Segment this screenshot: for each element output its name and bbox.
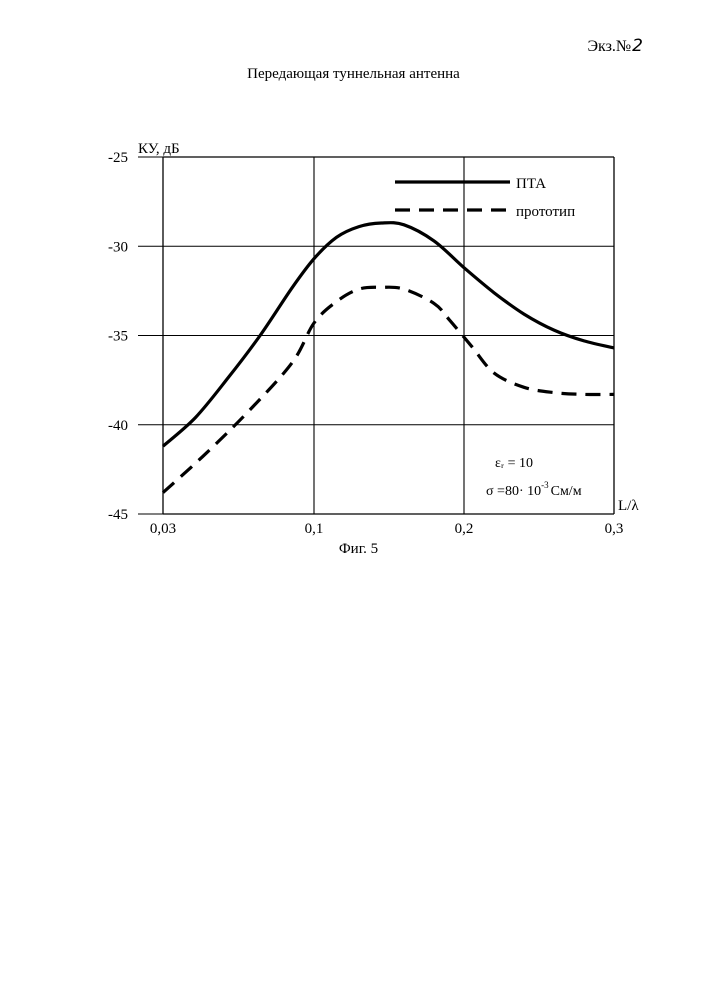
series-line-prototype (163, 287, 614, 492)
figure-caption: Фиг. 5 (0, 541, 707, 558)
y-tick-label: -35 (108, 329, 128, 345)
chart: -25-30-35-40-450,030,10,20,3 КУ, дБ L/λ … (0, 0, 707, 560)
conductivity-annotation: σ =80· 10-3См/м (486, 480, 582, 499)
series-line-pta (163, 223, 614, 447)
x-tick-label: 0,1 (305, 521, 324, 537)
permittivity-annotation: εᵣ = 10 (495, 456, 533, 471)
conductivity-value: σ =80· 10 (486, 484, 541, 499)
y-tick-label: -30 (108, 239, 128, 255)
y-tick-label: -25 (108, 150, 128, 166)
y-tick-label: -40 (108, 418, 128, 434)
x-tick-label: 0,2 (455, 521, 474, 537)
conductivity-exponent: -3 (541, 480, 549, 490)
series-group (163, 223, 614, 493)
y-axis-label: КУ, дБ (138, 141, 180, 157)
x-tick-label: 0,3 (605, 521, 624, 537)
conductivity-unit: См/м (551, 484, 582, 499)
y-tick-label: -45 (108, 507, 128, 523)
x-tick-label: 0,03 (150, 521, 176, 537)
legend: ПТА прототип (395, 176, 575, 220)
legend-label-pta: ПТА (516, 176, 546, 192)
parameters-annotation: εᵣ = 10 σ =80· 10-3См/м (486, 456, 582, 499)
x-axis-label: L/λ (618, 498, 639, 514)
legend-label-prototype: прототип (516, 204, 575, 220)
